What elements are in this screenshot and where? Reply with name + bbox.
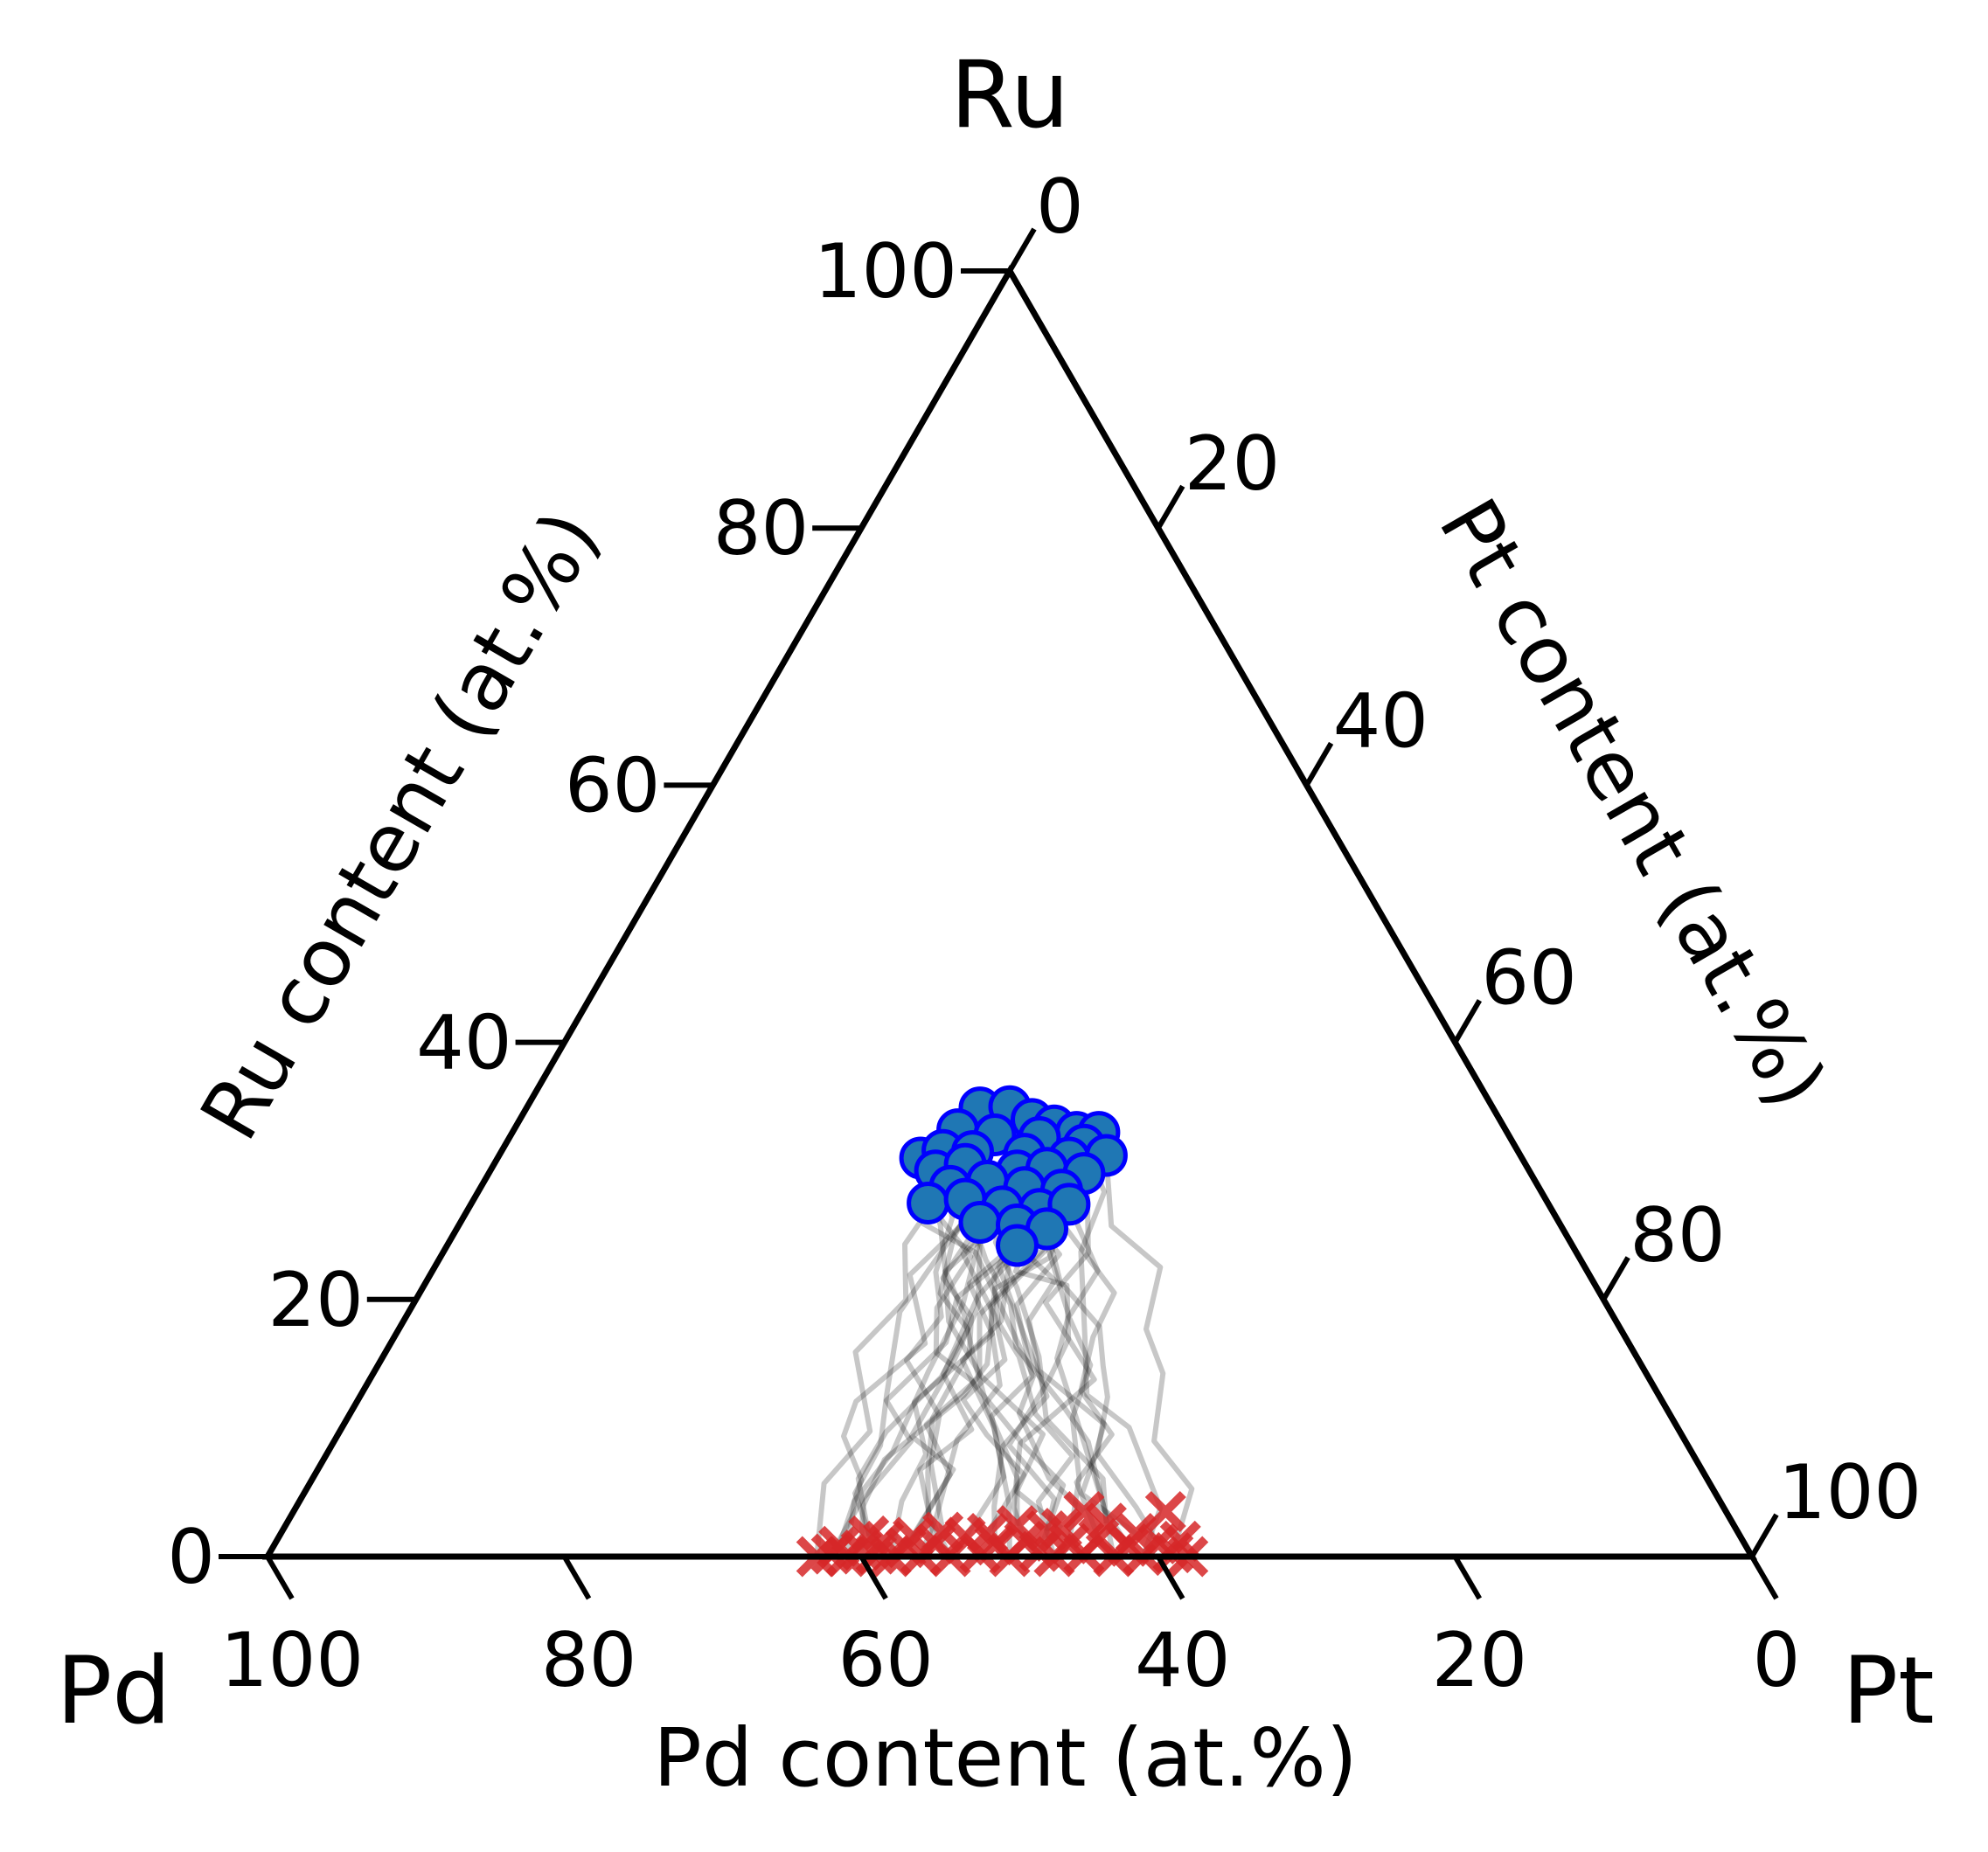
- final-composition-marker: [966, 1512, 1009, 1555]
- final-composition-marker: [1159, 1520, 1201, 1562]
- tick-right-40: [1304, 741, 1334, 787]
- final-composition-marker: [1144, 1490, 1186, 1533]
- tick-label-left-60: 60: [565, 742, 660, 829]
- tick-label-bottom-0: 0: [1753, 1617, 1801, 1704]
- tick-marks-layer: [219, 227, 1779, 1600]
- vertex-label-top: Ru: [950, 41, 1069, 149]
- initial-composition-markers-layer: [899, 1085, 1128, 1267]
- tick-label-left-80: 80: [713, 485, 809, 572]
- tick-label-bottom-40: 40: [1135, 1617, 1230, 1704]
- triangle-outline: [261, 264, 1758, 1560]
- trajectory-line: [1015, 1243, 1138, 1536]
- initial-composition-marker: [907, 1182, 950, 1224]
- trajectory-line: [836, 1185, 966, 1548]
- axis-title-bottom: Pd content (at.%): [653, 1711, 1358, 1805]
- tick-label-left-40: 40: [416, 1000, 511, 1087]
- tick-label-left-20: 20: [268, 1257, 363, 1344]
- tick-bottom-100: [265, 1555, 295, 1600]
- axis-title-left: Ru content (at.%): [183, 496, 618, 1155]
- vertex-label-left: Pd: [56, 1637, 170, 1744]
- tick-label-right-0: 0: [1036, 163, 1084, 251]
- tick-right-0: [1007, 227, 1037, 273]
- trajectory-line: [925, 1220, 983, 1558]
- tick-label-bottom-80: 80: [541, 1617, 636, 1704]
- tick-bottom-20: [1452, 1555, 1482, 1600]
- axis-title-right: Pt content (at.%): [1421, 483, 1844, 1123]
- tick-label-bottom-100: 100: [220, 1617, 364, 1704]
- trajectory-line: [858, 1203, 1072, 1550]
- final-composition-marker: [1063, 1490, 1105, 1533]
- trajectory-line: [960, 1204, 1027, 1536]
- vertex-label-right: Pt: [1842, 1637, 1934, 1744]
- tick-right-80: [1601, 1256, 1630, 1301]
- tick-label-right-40: 40: [1333, 677, 1428, 765]
- trajectory-line: [918, 1157, 1064, 1530]
- trajectory-line: [903, 1149, 956, 1533]
- trajectory-line: [1078, 1144, 1164, 1557]
- trajectory-line: [991, 1224, 1075, 1557]
- tick-label-right-80: 80: [1630, 1192, 1725, 1280]
- tick-label-left-0: 0: [167, 1514, 215, 1601]
- tick-label-right-60: 60: [1481, 935, 1576, 1023]
- tick-bottom-0: [1749, 1555, 1779, 1600]
- tick-right-60: [1452, 999, 1482, 1044]
- trajectory-line: [926, 1201, 1027, 1543]
- trajectory-line: [921, 1170, 1086, 1514]
- final-composition-marker: [1115, 1512, 1157, 1555]
- tick-label-right-100: 100: [1778, 1449, 1922, 1536]
- tick-bottom-80: [562, 1555, 592, 1600]
- trajectory-line: [855, 1179, 991, 1537]
- trajectory-line: [918, 1190, 1065, 1557]
- final-composition-marker: [1085, 1502, 1127, 1544]
- tick-right-20: [1156, 484, 1185, 530]
- tick-bottom-60: [858, 1555, 888, 1600]
- triangle-frame: [261, 264, 1758, 1560]
- trajectory-line: [1103, 1155, 1195, 1554]
- trajectory-line: [1006, 1208, 1072, 1532]
- tick-label-right-20: 20: [1185, 420, 1280, 508]
- tick-label-left-100: 100: [814, 228, 957, 316]
- trajectory-line: [1044, 1228, 1161, 1545]
- initial-composition-marker: [996, 1224, 1039, 1267]
- tick-bottom-40: [1156, 1555, 1185, 1600]
- tick-right-100: [1749, 1513, 1779, 1558]
- tick-label-bottom-20: 20: [1432, 1617, 1527, 1704]
- final-composition-marker: [848, 1515, 890, 1557]
- final-composition-marker: [922, 1511, 964, 1553]
- initial-composition-marker: [958, 1201, 1002, 1244]
- final-composition-marker: [996, 1505, 1039, 1547]
- tick-label-bottom-60: 60: [838, 1617, 933, 1704]
